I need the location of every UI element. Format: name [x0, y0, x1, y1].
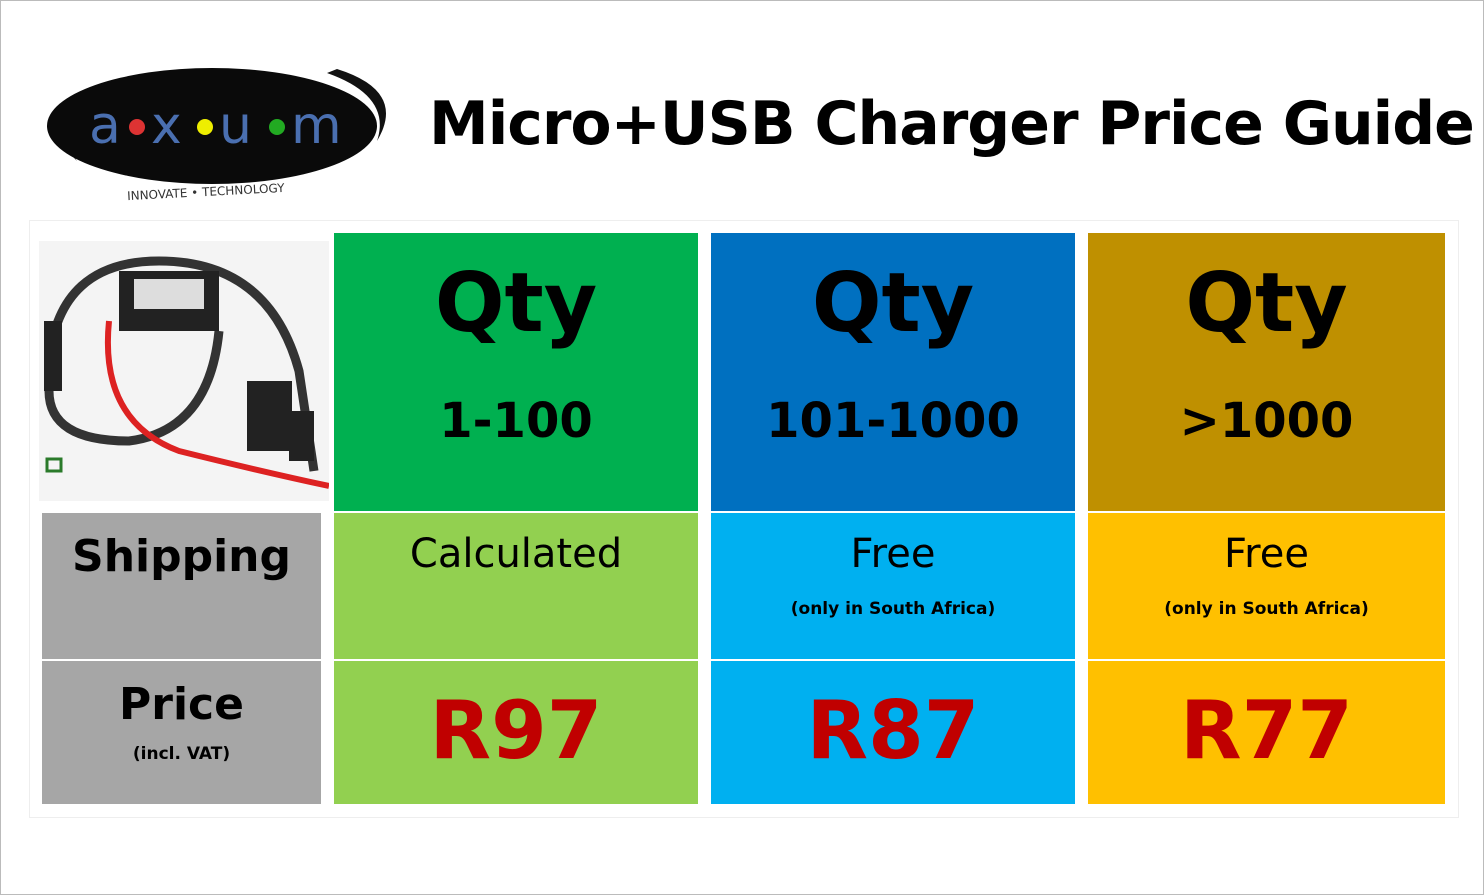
svg-text:a: a	[89, 96, 121, 156]
price-table-frame	[29, 220, 1459, 818]
tier-price: R97	[429, 684, 603, 777]
tier-2-header: Qty 101-1000	[711, 233, 1075, 511]
shipping-label: Shipping	[72, 531, 291, 582]
tier-price: R77	[1180, 684, 1353, 777]
tier-price: R87	[806, 684, 980, 777]
logo: a x u m INNOVATE • TECHNOLOGY	[37, 61, 397, 211]
tier-range: 1-100	[439, 393, 593, 449]
svg-text:u: u	[219, 96, 252, 156]
tier-1-header: Qty 1-100	[334, 233, 698, 511]
tier-shipping-note: (only in South Africa)	[1164, 599, 1369, 619]
tier-1-price: R97	[334, 661, 698, 804]
tier-qty-label: Qty	[811, 256, 975, 351]
page-title: Micro+USB Charger Price Guide	[429, 89, 1475, 159]
tier-2-price: R87	[711, 661, 1075, 804]
tier-2-shipping: Free (only in South Africa)	[711, 513, 1075, 659]
tier-3-shipping: Free (only in South Africa)	[1088, 513, 1445, 659]
tier-qty-label: Qty	[1185, 256, 1348, 351]
tier-shipping-note: (only in South Africa)	[790, 599, 996, 619]
svg-text:m: m	[291, 96, 342, 156]
shipping-label-cell: Shipping	[42, 513, 321, 659]
tier-3-header: Qty >1000	[1088, 233, 1445, 511]
tier-shipping: Free	[850, 531, 936, 577]
svg-text:x: x	[151, 96, 182, 156]
tier-shipping: Free	[1224, 531, 1309, 577]
tier-range: 101-1000	[766, 393, 1020, 449]
price-label: Price	[119, 679, 244, 730]
product-image	[39, 241, 330, 501]
tier-range: >1000	[1179, 393, 1354, 449]
tier-shipping: Calculated	[409, 531, 623, 577]
tier-qty-label: Qty	[434, 256, 598, 351]
price-note: (incl. VAT)	[132, 744, 231, 764]
tier-1-shipping: Calculated	[334, 513, 698, 659]
tier-3-price: R77	[1088, 661, 1445, 804]
price-label-cell: Price (incl. VAT)	[42, 661, 321, 804]
